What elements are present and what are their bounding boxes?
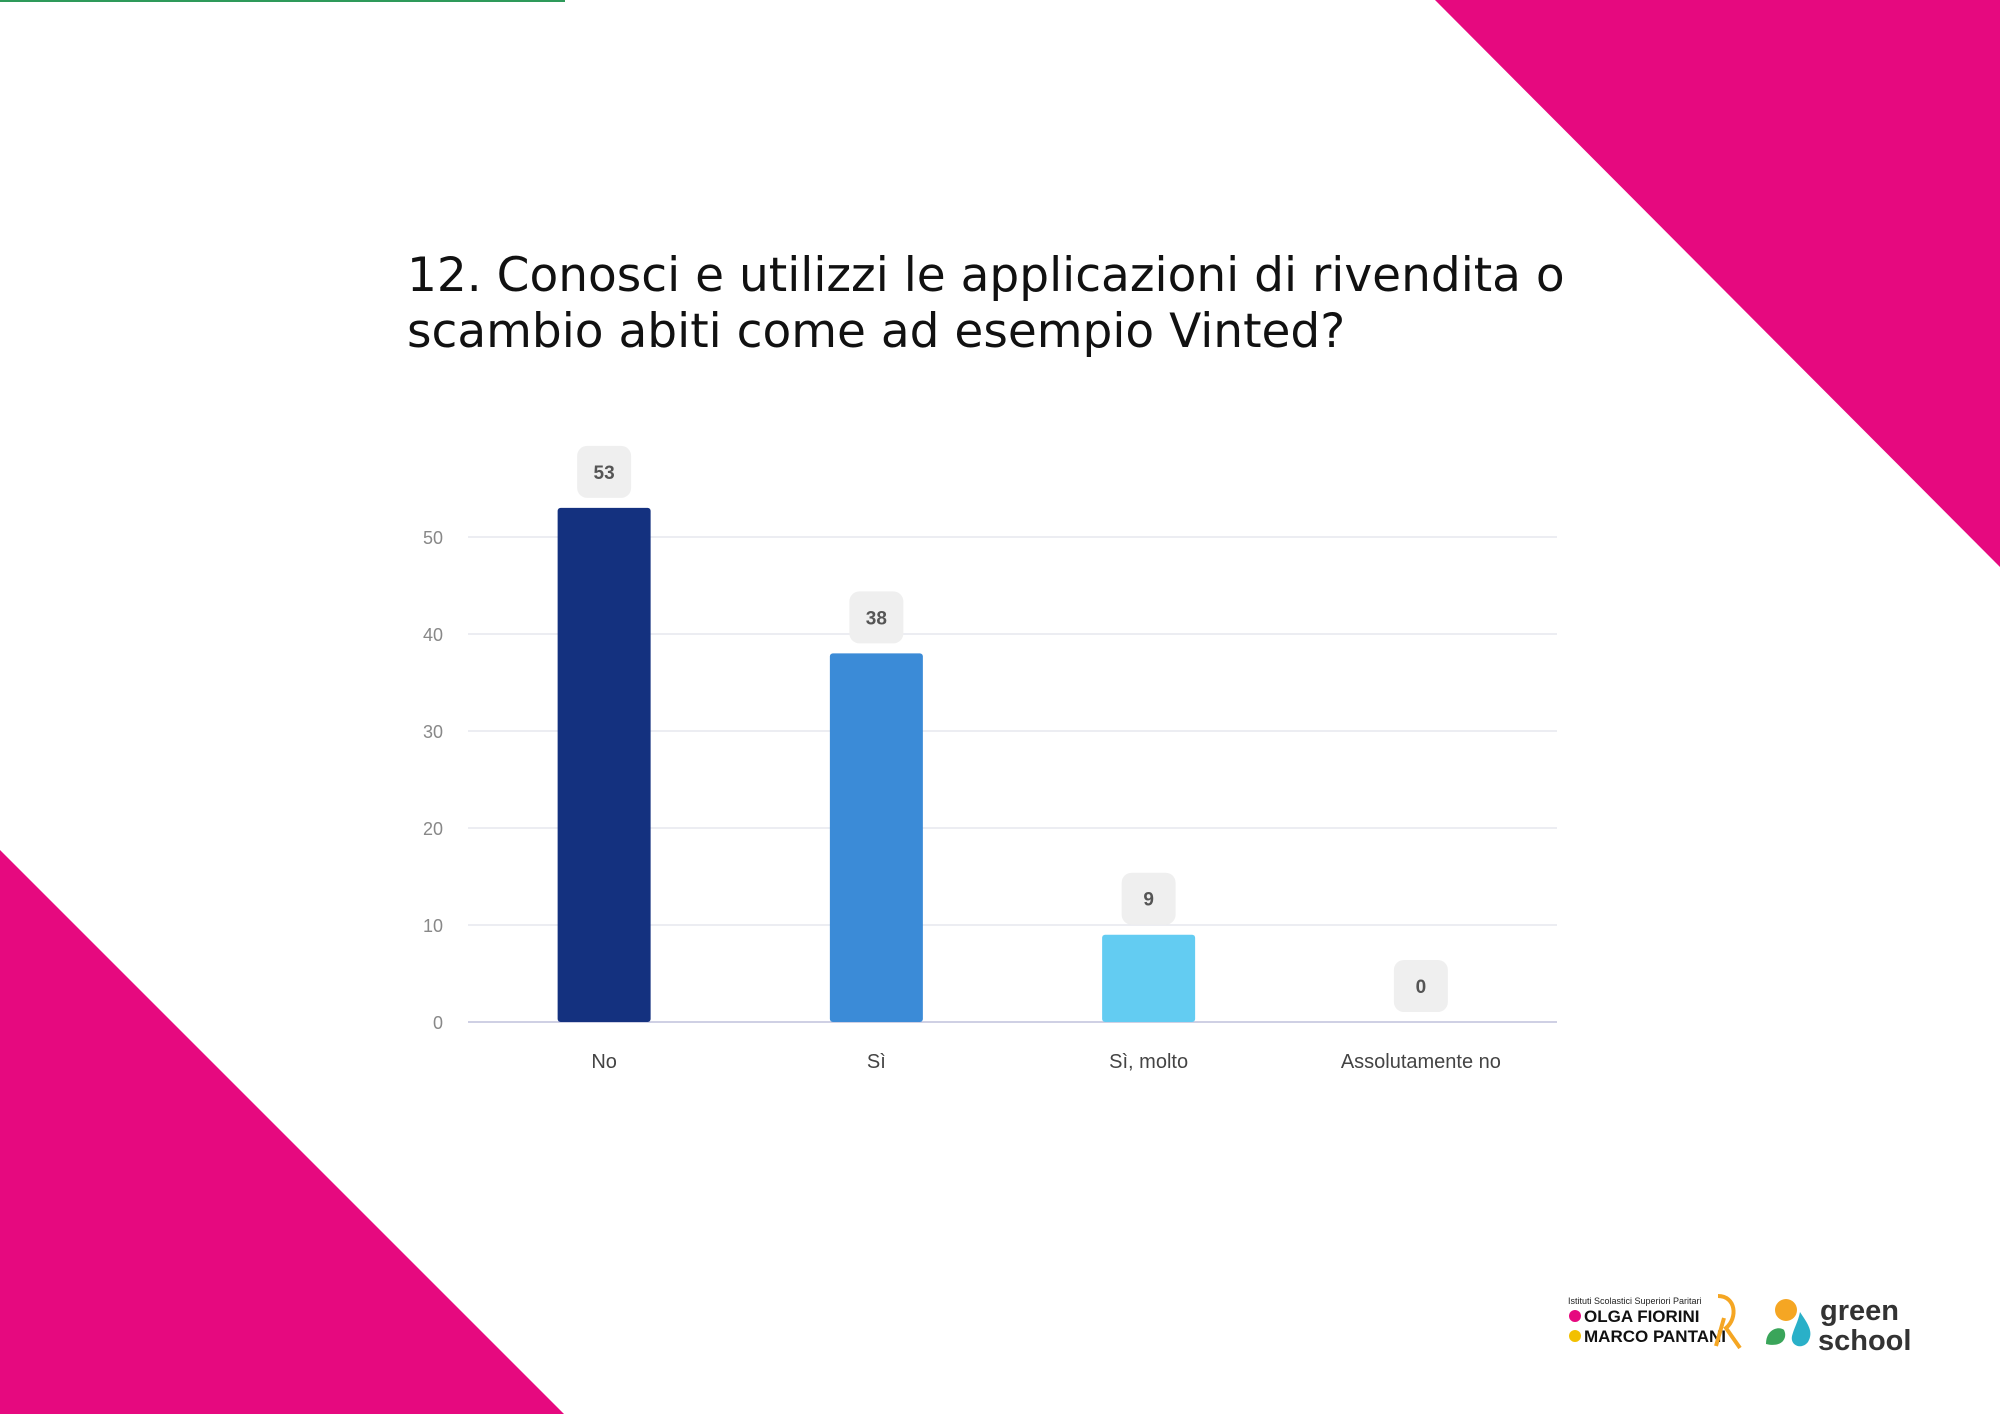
bar	[830, 653, 923, 1022]
school-logo-line2: MARCO PANTANI	[1584, 1327, 1726, 1346]
bar	[558, 508, 651, 1022]
data-label: 53	[594, 463, 615, 484]
sun-drop-icon	[1775, 1299, 1797, 1321]
ribbon-icon	[1716, 1296, 1740, 1348]
green-school-logo: green school	[1766, 1295, 1911, 1357]
sun-icon	[1569, 1330, 1581, 1342]
green-school-line2: school	[1818, 1325, 1911, 1357]
x-tick-label: Sì	[867, 1051, 886, 1073]
y-tick-label: 10	[423, 916, 443, 936]
bar	[1102, 935, 1195, 1022]
y-tick-label: 40	[423, 625, 443, 645]
x-tick-label: Assolutamente no	[1341, 1051, 1501, 1073]
flower-icon	[1569, 1310, 1581, 1322]
water-drop-icon	[1792, 1312, 1811, 1346]
data-label: 38	[866, 608, 887, 629]
green-school-line1: green	[1820, 1295, 1899, 1327]
school-logo-line1: OLGA FIORINI	[1584, 1307, 1700, 1326]
y-tick-label: 0	[433, 1013, 443, 1033]
y-tick-label: 30	[423, 722, 443, 742]
y-tick-label: 50	[423, 528, 443, 548]
school-logo-subtitle: Istituti Scolastici Superiori Paritari	[1568, 1296, 1702, 1306]
y-tick-label: 20	[423, 819, 443, 839]
school-logo: Istituti Scolastici Superiori Paritari O…	[1568, 1296, 1740, 1348]
x-tick-label: Sì, molto	[1109, 1051, 1188, 1073]
leaf-icon	[1766, 1328, 1785, 1345]
data-label: 9	[1143, 890, 1154, 911]
data-label: 0	[1416, 977, 1427, 998]
x-tick-label: No	[591, 1051, 617, 1073]
logos: Istituti Scolastici Superiori Paritari O…	[1568, 1288, 1968, 1358]
